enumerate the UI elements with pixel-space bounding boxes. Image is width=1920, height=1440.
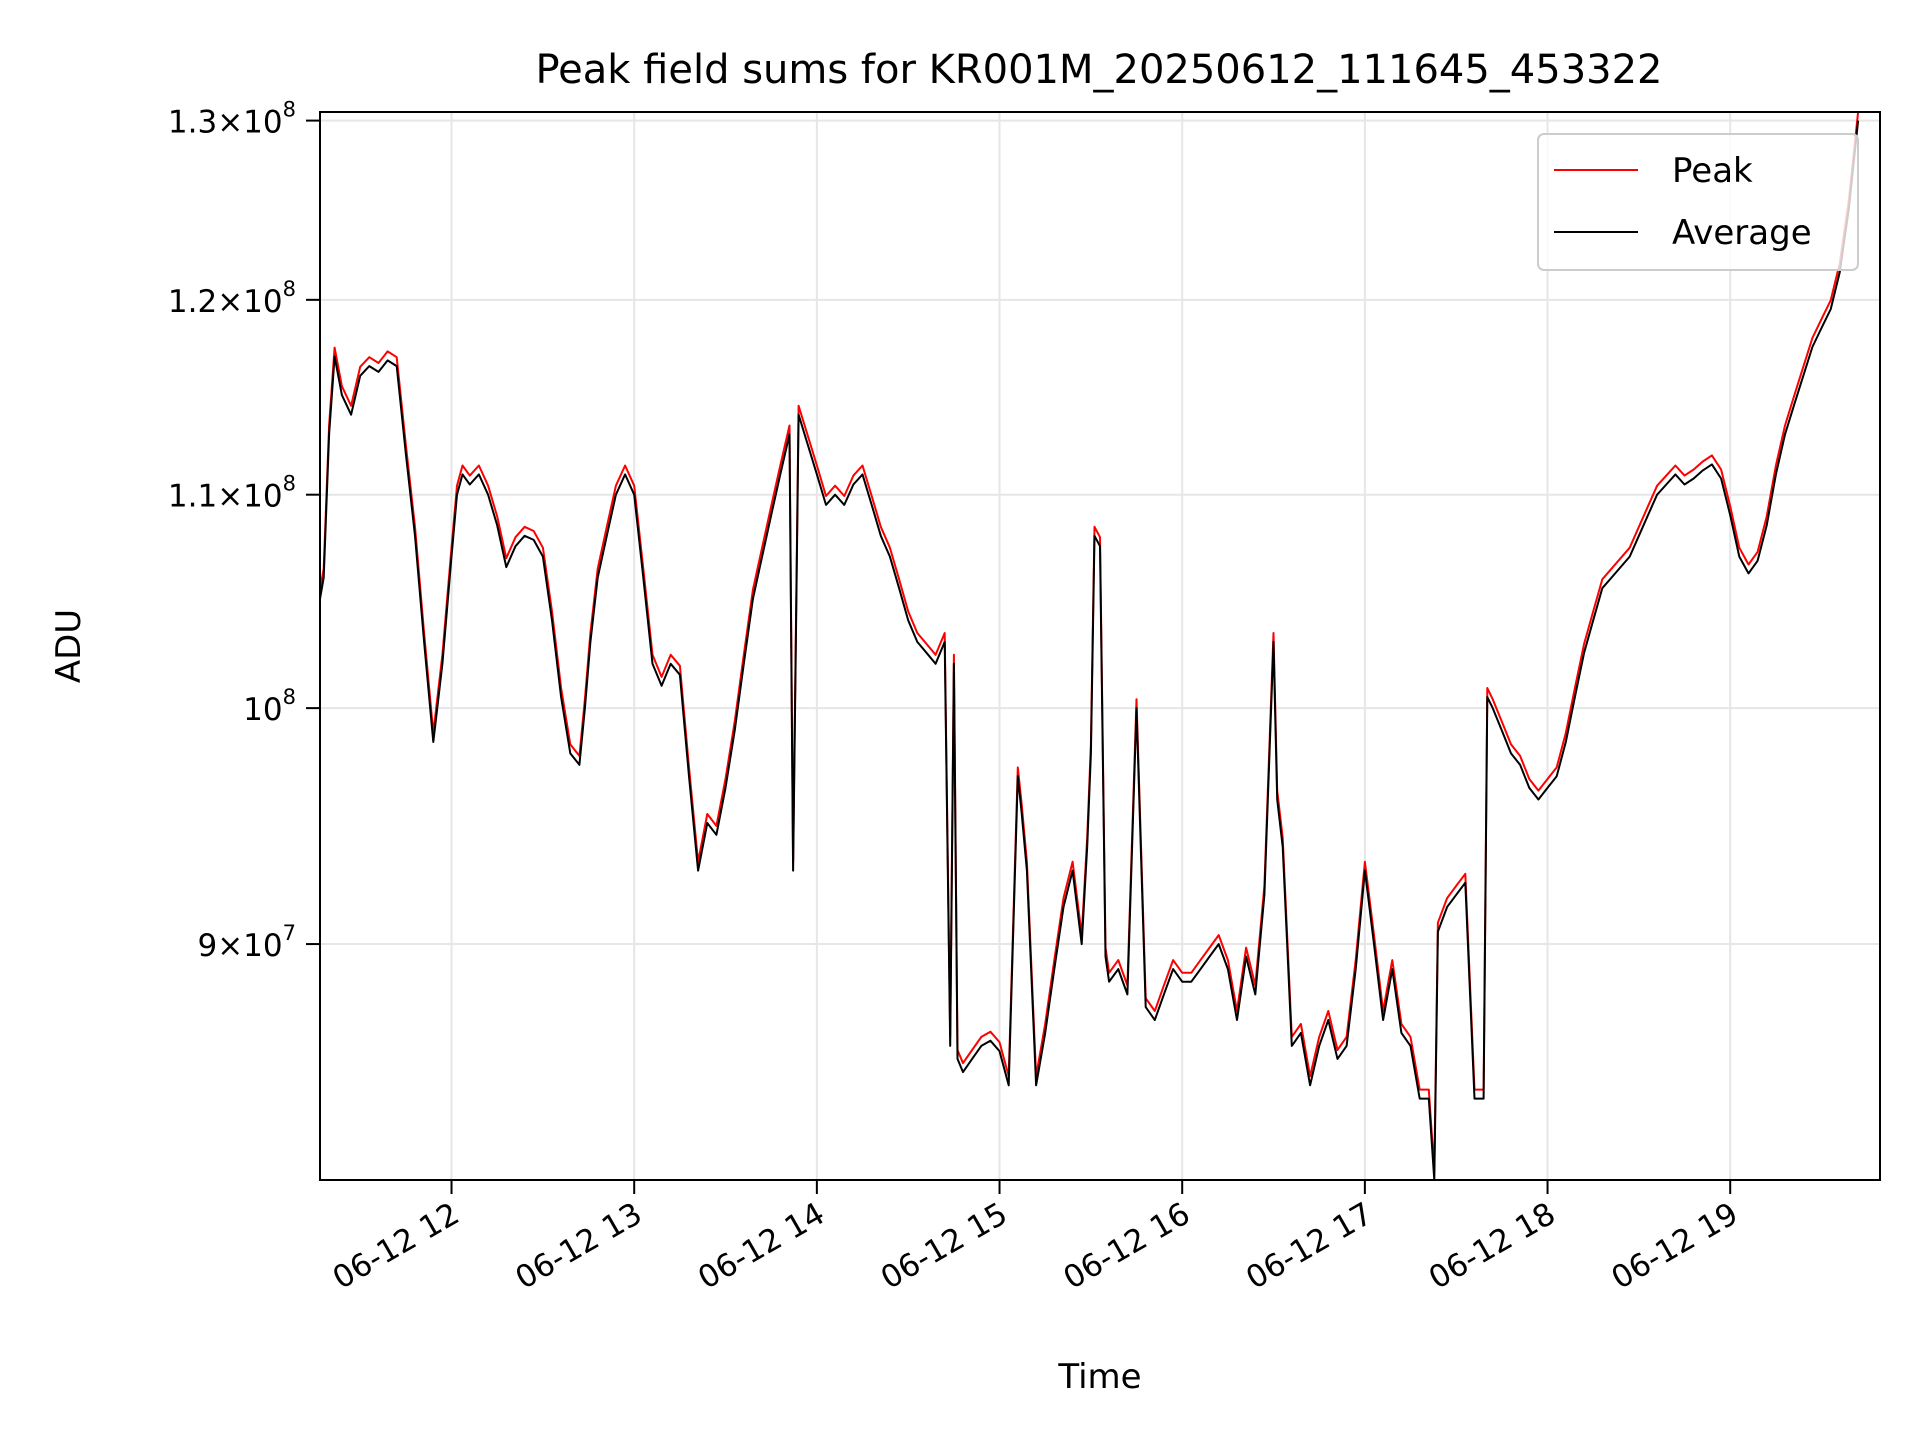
y-tick-label: 1.3×108 <box>168 98 296 141</box>
x-tick-label: 06-12 14 <box>692 1196 831 1297</box>
legend-label-peak: Peak <box>1672 151 1753 191</box>
legend: Peak Average <box>1537 133 1859 271</box>
y-tick-label: 108 <box>243 685 296 728</box>
x-axis-label: Time <box>1057 1357 1141 1397</box>
series-line-average <box>319 120 1860 1181</box>
x-tick-label: 06-12 13 <box>509 1196 648 1297</box>
x-tick-label: 06-12 19 <box>1605 1196 1744 1297</box>
x-tick-label: 06-12 16 <box>1057 1196 1196 1297</box>
chart-title: Peak field sums for KR001M_20250612_1116… <box>535 47 1662 93</box>
plot-frame <box>319 111 1881 1181</box>
legend-box <box>1537 133 1859 271</box>
series-layer <box>319 111 1860 1181</box>
grid <box>320 112 1880 1180</box>
x-tick-label: 06-12 17 <box>1240 1196 1379 1297</box>
y-tick-label: 1.2×108 <box>168 277 296 320</box>
y-axis-ticks: 9×107 108 1.1×108 1.2×108 1.3×108 <box>168 98 320 964</box>
x-tick-label: 06-12 12 <box>327 1196 466 1297</box>
y-tick-label: 9×107 <box>197 921 296 964</box>
x-axis-ticks: 06-12 12 06-12 13 06-12 14 06-12 15 06-12 16… <box>327 1180 1744 1297</box>
x-tick-label: 06-12 18 <box>1423 1196 1562 1297</box>
x-tick-label: 06-12 15 <box>875 1196 1014 1297</box>
y-axis-label: ADU <box>49 609 89 683</box>
legend-label-average: Average <box>1672 213 1812 253</box>
y-tick-label: 1.1×108 <box>168 472 296 515</box>
